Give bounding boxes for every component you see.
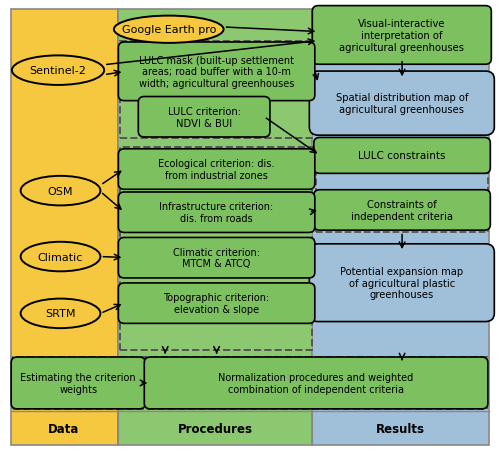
FancyBboxPatch shape — [144, 357, 488, 409]
FancyBboxPatch shape — [11, 357, 145, 409]
Ellipse shape — [20, 299, 100, 329]
Text: SRTM: SRTM — [46, 308, 76, 318]
FancyBboxPatch shape — [138, 97, 270, 138]
Text: Results: Results — [376, 422, 425, 435]
Text: Topographic criterion:
elevation & slope: Topographic criterion: elevation & slope — [164, 293, 270, 314]
FancyBboxPatch shape — [316, 139, 488, 232]
Text: Normalization procedures and weighted
combination of independent criteria: Normalization procedures and weighted co… — [218, 372, 414, 394]
Text: Potential expansion map
of agricultural plastic
greenhouses: Potential expansion map of agricultural … — [340, 267, 464, 300]
Text: Spatial distribution map of
agricultural greenhouses: Spatial distribution map of agricultural… — [336, 93, 468, 115]
Ellipse shape — [20, 242, 100, 272]
Text: OSM: OSM — [48, 186, 74, 196]
Text: Google Earth pro: Google Earth pro — [122, 25, 216, 35]
Text: Infrastructure criterion:
dis. from roads: Infrastructure criterion: dis. from road… — [160, 202, 274, 223]
Text: Sentinel-2: Sentinel-2 — [30, 66, 86, 76]
FancyBboxPatch shape — [310, 244, 494, 322]
Text: LULC criterion:
NDVI & BUI: LULC criterion: NDVI & BUI — [168, 107, 240, 128]
Text: Climatic: Climatic — [38, 252, 83, 262]
FancyBboxPatch shape — [314, 138, 490, 174]
FancyBboxPatch shape — [118, 192, 315, 233]
Bar — [118, 10, 312, 445]
Text: Climatic criterion:
MTCM & ATCQ: Climatic criterion: MTCM & ATCQ — [173, 248, 260, 269]
FancyBboxPatch shape — [118, 43, 315, 101]
Ellipse shape — [12, 56, 104, 86]
FancyBboxPatch shape — [120, 148, 312, 350]
Text: Constraints of
independent criteria: Constraints of independent criteria — [351, 200, 453, 221]
FancyBboxPatch shape — [118, 238, 315, 278]
Text: LULC mask (built-up settlement
areas; road buffer with a 10-m
width; agricultura: LULC mask (built-up settlement areas; ro… — [139, 56, 294, 89]
Text: Estimating the criterion
weights: Estimating the criterion weights — [20, 372, 136, 394]
FancyBboxPatch shape — [118, 150, 315, 190]
Ellipse shape — [114, 16, 224, 44]
FancyBboxPatch shape — [118, 283, 315, 324]
FancyBboxPatch shape — [312, 6, 492, 65]
Ellipse shape — [20, 177, 100, 206]
FancyBboxPatch shape — [120, 41, 312, 139]
Text: LULC constraints: LULC constraints — [358, 151, 446, 161]
FancyBboxPatch shape — [13, 357, 487, 409]
Text: Ecological criterion: dis.
from industrial zones: Ecological criterion: dis. from industri… — [158, 159, 275, 181]
Text: Visual-interactive
interpretation of
agricultural greenhouses: Visual-interactive interpretation of agr… — [340, 19, 464, 52]
FancyBboxPatch shape — [314, 190, 490, 231]
Text: Procedures: Procedures — [178, 422, 252, 435]
Bar — [10, 10, 118, 445]
FancyBboxPatch shape — [310, 72, 494, 136]
Bar — [312, 10, 490, 445]
Text: Data: Data — [48, 422, 80, 435]
